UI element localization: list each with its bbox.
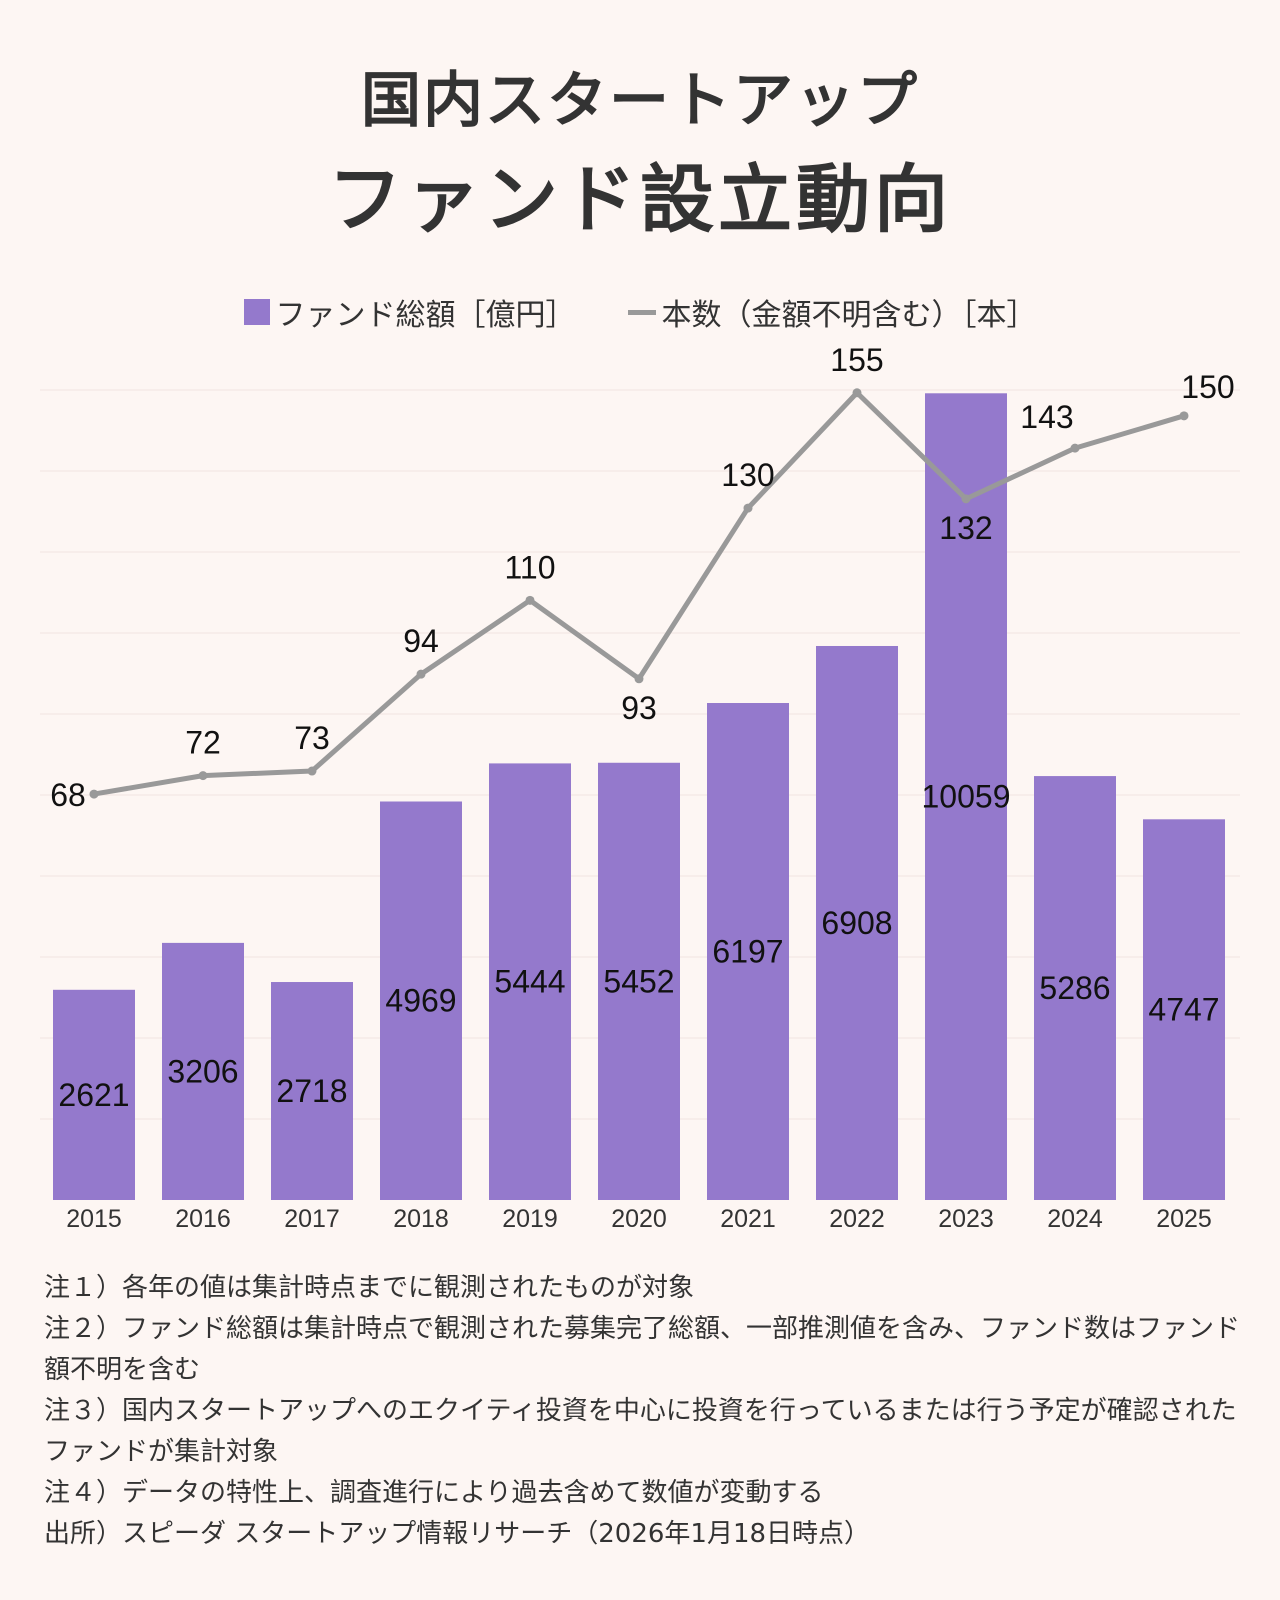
line-value-label: 73 xyxy=(294,720,330,756)
line-path xyxy=(91,390,1187,797)
bar-2025 xyxy=(1143,819,1225,1200)
x-tick-label: 2021 xyxy=(720,1205,776,1233)
bar-value-label: 3206 xyxy=(167,1053,238,1089)
bar-value-label: 6197 xyxy=(712,934,783,970)
bar-value-label: 4969 xyxy=(385,983,456,1019)
x-tick-label: 2020 xyxy=(611,1205,667,1233)
bar-2022 xyxy=(816,645,898,1200)
legend: ファンド総額［億円］ 本数（金額不明含む）［本］ xyxy=(0,290,1280,334)
footnote-source: 出所）スピーダ スタートアップ情報リサーチ（2026年1月18日時点） xyxy=(44,1519,871,1549)
bar-2020 xyxy=(598,762,680,1200)
bar-2018 xyxy=(380,801,462,1200)
x-tick-label: 2025 xyxy=(1156,1205,1212,1233)
bar-value-label: 5452 xyxy=(603,963,674,999)
line-point-2023 xyxy=(961,494,971,504)
footnote-3: 注３）国内スタートアップへのエクイティ投資を中心に投資を行っているまたは行う予定… xyxy=(44,1396,1237,1467)
bar-2015 xyxy=(53,989,135,1200)
line-point-2015 xyxy=(89,789,99,799)
line-point-2020 xyxy=(634,674,644,684)
line-point-2018 xyxy=(416,669,426,679)
bar-value-label: 2621 xyxy=(58,1077,129,1113)
line-point-2025 xyxy=(1179,411,1189,421)
x-axis: 2015 2016 2017 2018 2019 2020 2021 2022 2023 2024… xyxy=(66,1205,1212,1233)
line-value-label: 93 xyxy=(621,690,657,726)
legend-item-bar: ファンド総額［億円］ xyxy=(243,290,576,334)
line-value-label: 94 xyxy=(403,623,439,659)
line-point-2017 xyxy=(307,766,317,776)
line-value-label: 150 xyxy=(1181,369,1234,405)
legend-line-label: 本数（金額不明含む）［本］ xyxy=(661,298,1037,333)
line-point-2016 xyxy=(198,771,208,781)
x-tick-label: 2017 xyxy=(284,1205,340,1233)
bar-2016 xyxy=(162,942,244,1200)
bar-value-label: 6908 xyxy=(821,905,892,941)
footnote-4: 注４）データの特性上、調査進行により過去含めて数値が変動する xyxy=(44,1478,824,1508)
line-point-2024 xyxy=(1070,443,1080,453)
line-point-2022 xyxy=(852,388,862,398)
line-value-label: 132 xyxy=(939,510,992,546)
x-tick-label: 2018 xyxy=(393,1205,449,1233)
x-tick-label: 2016 xyxy=(175,1205,231,1233)
bar-2024 xyxy=(1034,776,1116,1200)
legend-bar-label: ファンド総額［億円］ xyxy=(275,298,576,333)
line-value-label: 68 xyxy=(50,777,86,813)
chart-title-line1: 国内スタートアップ xyxy=(361,66,919,136)
line-value-label: 130 xyxy=(721,457,774,493)
legend-line-swatch xyxy=(627,309,656,315)
line-value-label: 143 xyxy=(1020,399,1073,435)
line-point-2021 xyxy=(743,503,753,513)
data-labels: 2621 3206 2718 4969 5444 5452 6197 6908 10059 528… xyxy=(50,342,1234,1113)
bar-value-label: 10059 xyxy=(922,779,1011,815)
footnotes: 注１）各年の値は集計時点までに観測されたものが対象 注２）ファンド総額は集計時点… xyxy=(44,1268,1244,1555)
line-value-label: 110 xyxy=(504,549,555,585)
bar-2023 xyxy=(925,393,1007,1201)
bar-value-label: 5444 xyxy=(494,964,565,1000)
bar-2021 xyxy=(707,703,789,1200)
line-value-label: 72 xyxy=(185,725,221,761)
legend-item-line: 本数（金額不明含む）［本］ xyxy=(627,290,1037,334)
bar-series xyxy=(53,393,1225,1201)
bar-value-label: 2718 xyxy=(276,1073,347,1109)
bar-value-label: 5286 xyxy=(1039,970,1110,1006)
bar-value-label: 4747 xyxy=(1148,992,1219,1028)
x-tick-label: 2015 xyxy=(66,1205,122,1233)
x-tick-label: 2019 xyxy=(502,1205,558,1233)
x-tick-label: 2024 xyxy=(1047,1205,1103,1233)
line-series xyxy=(89,388,1189,799)
line-value-label: 155 xyxy=(830,342,883,378)
bar-2019 xyxy=(489,763,571,1200)
footnote-2: 注２）ファンド総額は集計時点で観測された募集完了総額、一部推測値を含み、ファンド… xyxy=(44,1314,1241,1385)
bar-2017 xyxy=(271,982,353,1200)
legend-bar-swatch xyxy=(243,299,270,325)
chart-title-line2: ファンド設立動向 xyxy=(328,157,952,243)
x-tick-label: 2023 xyxy=(938,1205,994,1233)
footnote-1: 注１）各年の値は集計時点までに観測されたものが対象 xyxy=(44,1273,695,1303)
line-point-2019 xyxy=(525,595,535,605)
x-tick-label: 2022 xyxy=(829,1205,885,1233)
